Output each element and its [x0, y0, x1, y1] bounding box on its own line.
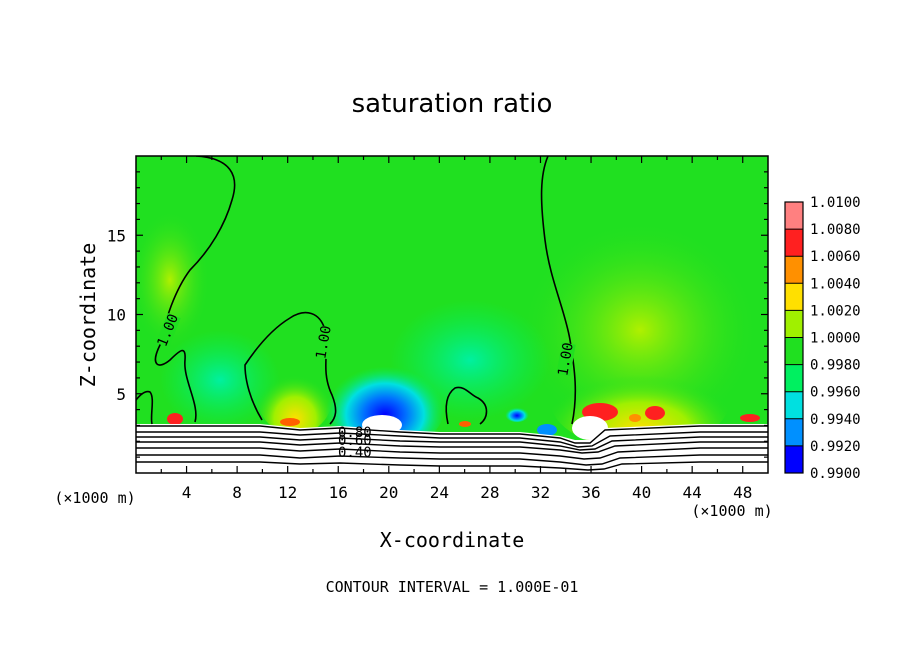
- colorbar-swatch: [785, 418, 803, 446]
- contour-label: 0.60: [338, 433, 372, 449]
- contour-label: 0.40: [338, 445, 372, 461]
- contour-label-bg: [155, 313, 181, 348]
- colorbar-swatch: [785, 364, 803, 392]
- y-axis-label: Z-coordinate: [76, 243, 100, 388]
- x-tick-label: 28: [480, 483, 499, 502]
- field-red-spot: [645, 406, 665, 420]
- x-axis-label: X-coordinate: [380, 528, 525, 552]
- terrain-contour-line: [136, 431, 768, 448]
- x-tick-label: 40: [632, 483, 651, 502]
- colorbar-label: 0.9900: [810, 466, 861, 482]
- contour-line-1.00: [540, 156, 577, 425]
- terrain-contour-line: [136, 441, 768, 454]
- contour-line-1.00: [136, 390, 154, 425]
- field-blue-spot-2: [537, 424, 557, 436]
- terrain-contour-line: [136, 454, 768, 466]
- terrain-contours: [136, 425, 768, 471]
- terrain-contour-line: [136, 447, 768, 460]
- colorbar-swatch: [785, 202, 803, 230]
- y-tick-label: 15: [107, 226, 126, 245]
- colorbar-swatch: [785, 391, 803, 419]
- plot-field: [136, 156, 768, 473]
- colorbar-swatch: [785, 310, 803, 338]
- field-yellow-patch-left: [257, 355, 333, 435]
- colorbar-swatch: [785, 283, 803, 311]
- x-axis: 4 8 12 16 20 24 28 32 36 40 44 48: [160, 156, 752, 502]
- terrain-contour-line: [136, 436, 768, 451]
- terrain-contour-line: [136, 425, 768, 444]
- contour-line-1.00: [445, 386, 488, 425]
- x-tick-label: 44: [683, 483, 702, 502]
- y-tick-label: 5: [116, 385, 126, 404]
- field-red-spot: [167, 413, 183, 425]
- contour-line-1.00: [244, 311, 337, 425]
- contour-interval-footer: CONTOUR INTERVAL = 1.000E-01: [326, 578, 579, 596]
- x-tick-label: 8: [232, 483, 242, 502]
- colorbar-label: 1.0000: [810, 331, 861, 347]
- y-axis: 5 10 15: [107, 171, 768, 458]
- colorbar-label: 0.9980: [810, 358, 861, 374]
- colorbar-label: 1.0080: [810, 222, 861, 238]
- x-tick-label: 16: [329, 483, 348, 502]
- x-axis-units: (×1000 m): [691, 502, 772, 520]
- contour-label: 1.00: [313, 324, 335, 360]
- colorbar-label: 1.0060: [810, 249, 861, 265]
- colorbar-label: 0.9960: [810, 385, 861, 401]
- field-red-spot: [740, 414, 760, 422]
- field-red-spot: [629, 414, 641, 422]
- chart-title: saturation ratio: [352, 89, 553, 119]
- colorbar-swatch: [785, 445, 803, 473]
- contour-label: 1.00: [555, 341, 577, 377]
- x-tick-label: 36: [581, 483, 600, 502]
- contour-label-bg: [314, 325, 334, 360]
- colorbar-label: 1.0020: [810, 303, 861, 319]
- colorbar-swatch: [785, 337, 803, 365]
- field-red-spot: [459, 421, 471, 427]
- colorbar-label: 0.9920: [810, 439, 861, 455]
- x-tick-label: 32: [531, 483, 550, 502]
- colorbar-swatch: [785, 229, 803, 257]
- field-blue-spot: [505, 406, 529, 422]
- x-tick-label: 24: [430, 483, 449, 502]
- x-tick-label: 48: [733, 483, 752, 502]
- x-tick-label: 4: [182, 483, 192, 502]
- y-axis-units: (×1000 m): [54, 489, 135, 507]
- field-lime-patch-left: [136, 210, 210, 350]
- contour-label: 0.80: [338, 425, 372, 441]
- terrain-contour-line: [136, 461, 768, 471]
- field-cyan-haze-left: [160, 330, 280, 430]
- colorbar-label: 1.0100: [810, 195, 861, 211]
- colorbar-label: 1.0040: [810, 276, 861, 292]
- colorbar-swatch: [785, 256, 803, 284]
- colorbar-label: 0.9940: [810, 412, 861, 428]
- contour-label-bg: [556, 342, 576, 377]
- x-tick-label: 20: [379, 483, 398, 502]
- y-tick-label: 10: [107, 306, 126, 325]
- colorbar: 1.0100 1.0080 1.0060 1.0040 1.0020 1.0000 0.99…: [784, 195, 861, 482]
- field-red-spot: [280, 418, 300, 426]
- x-tick-label: 12: [278, 483, 297, 502]
